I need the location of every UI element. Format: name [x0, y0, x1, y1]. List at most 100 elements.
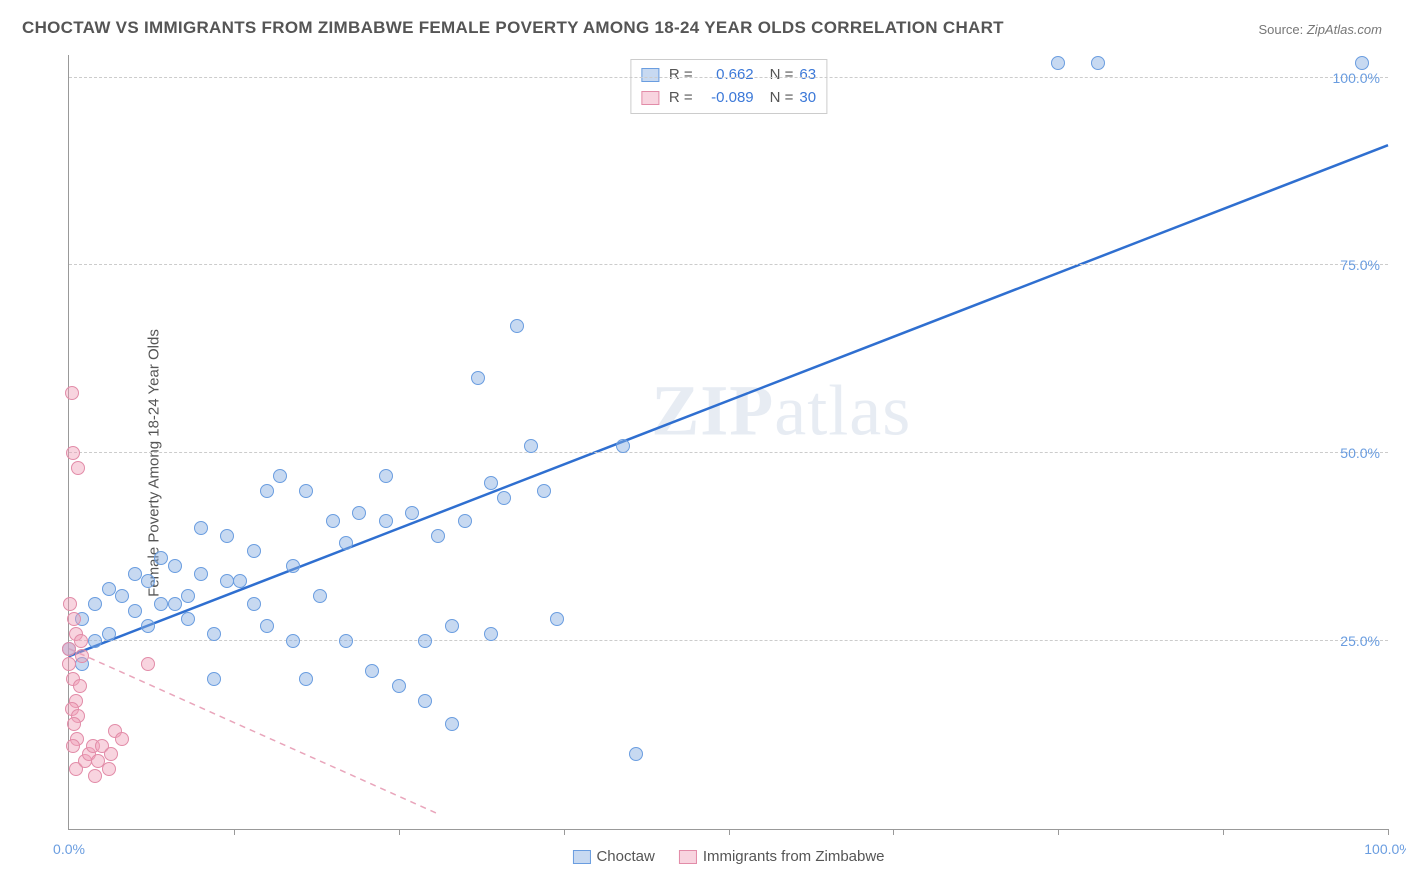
- data-point: [128, 604, 142, 618]
- data-point: [88, 769, 102, 783]
- data-point: [168, 559, 182, 573]
- data-point: [418, 634, 432, 648]
- x-tick: [564, 829, 565, 835]
- data-point: [299, 672, 313, 686]
- data-point: [141, 619, 155, 633]
- data-point: [1051, 56, 1065, 70]
- n-label: N =: [770, 64, 794, 87]
- data-point: [115, 589, 129, 603]
- legend-swatch: [641, 68, 659, 82]
- x-tick: [234, 829, 235, 835]
- data-point: [405, 506, 419, 520]
- legend-label: Choctaw: [596, 848, 654, 865]
- legend-swatch: [679, 850, 697, 864]
- regression-line: [69, 145, 1388, 656]
- data-point: [1091, 56, 1105, 70]
- data-point: [339, 634, 353, 648]
- data-point: [128, 567, 142, 581]
- data-point: [286, 634, 300, 648]
- data-point: [339, 536, 353, 550]
- n-value: 63: [799, 64, 816, 87]
- regression-line: [69, 649, 438, 814]
- data-point: [365, 664, 379, 678]
- data-point: [154, 551, 168, 565]
- data-point: [207, 627, 221, 641]
- data-point: [65, 386, 79, 400]
- data-point: [168, 597, 182, 611]
- y-tick-label: 100.0%: [1333, 70, 1380, 86]
- data-point: [154, 597, 168, 611]
- data-point: [62, 657, 76, 671]
- data-point: [260, 619, 274, 633]
- data-point: [207, 672, 221, 686]
- x-tick-label: 0.0%: [53, 841, 85, 857]
- data-point: [510, 319, 524, 333]
- data-point: [537, 484, 551, 498]
- series-legend: Choctaw Immigrants from Zimbabwe: [572, 848, 884, 865]
- data-point: [260, 484, 274, 498]
- data-point: [247, 544, 261, 558]
- data-point: [379, 469, 393, 483]
- gridline-h: [69, 264, 1388, 265]
- data-point: [102, 762, 116, 776]
- x-tick: [399, 829, 400, 835]
- data-point: [88, 634, 102, 648]
- data-point: [66, 739, 80, 753]
- data-point: [313, 589, 327, 603]
- data-point: [286, 559, 300, 573]
- correlation-legend: R =0.662N =63R =-0.089N =30: [630, 59, 827, 114]
- data-point: [104, 747, 118, 761]
- data-point: [445, 717, 459, 731]
- data-point: [445, 619, 459, 633]
- scatter-plot: ZIPatlas R =0.662N =63R =-0.089N =30 Cho…: [68, 55, 1388, 830]
- gridline-h: [69, 77, 1388, 78]
- data-point: [616, 439, 630, 453]
- watermark-bold: ZIP: [651, 371, 774, 451]
- data-point: [194, 521, 208, 535]
- data-point: [299, 484, 313, 498]
- data-point: [352, 506, 366, 520]
- regression-lines: [69, 55, 1388, 829]
- data-point: [141, 657, 155, 671]
- r-value: 0.662: [699, 64, 754, 87]
- data-point: [431, 529, 445, 543]
- data-point: [550, 612, 564, 626]
- x-tick: [1058, 829, 1059, 835]
- gridline-h: [69, 640, 1388, 641]
- data-point: [484, 476, 498, 490]
- x-tick: [1223, 829, 1224, 835]
- data-point: [326, 514, 340, 528]
- legend-item: Immigrants from Zimbabwe: [679, 848, 885, 865]
- data-point: [524, 439, 538, 453]
- data-point: [66, 446, 80, 460]
- legend-row: R = 0.662 N =63: [641, 64, 816, 87]
- watermark-light: atlas: [774, 371, 911, 451]
- x-tick-label: 100.0%: [1364, 841, 1406, 857]
- r-label: R =: [669, 87, 693, 110]
- n-label: N =: [770, 87, 794, 110]
- data-point: [418, 694, 432, 708]
- data-point: [88, 597, 102, 611]
- data-point: [233, 574, 247, 588]
- watermark: ZIPatlas: [651, 370, 911, 453]
- y-tick-label: 50.0%: [1340, 445, 1380, 461]
- n-value: 30: [799, 87, 816, 110]
- data-point: [629, 747, 643, 761]
- data-point: [67, 612, 81, 626]
- r-label: R =: [669, 64, 693, 87]
- source-label: Source:: [1258, 22, 1306, 37]
- data-point: [71, 461, 85, 475]
- data-point: [181, 589, 195, 603]
- data-point: [75, 649, 89, 663]
- data-point: [115, 732, 129, 746]
- y-tick-label: 75.0%: [1340, 257, 1380, 273]
- legend-swatch: [641, 91, 659, 105]
- data-point: [102, 627, 116, 641]
- gridline-h: [69, 452, 1388, 453]
- data-point: [497, 491, 511, 505]
- data-point: [194, 567, 208, 581]
- data-point: [1355, 56, 1369, 70]
- data-point: [73, 679, 87, 693]
- legend-swatch: [572, 850, 590, 864]
- data-point: [102, 582, 116, 596]
